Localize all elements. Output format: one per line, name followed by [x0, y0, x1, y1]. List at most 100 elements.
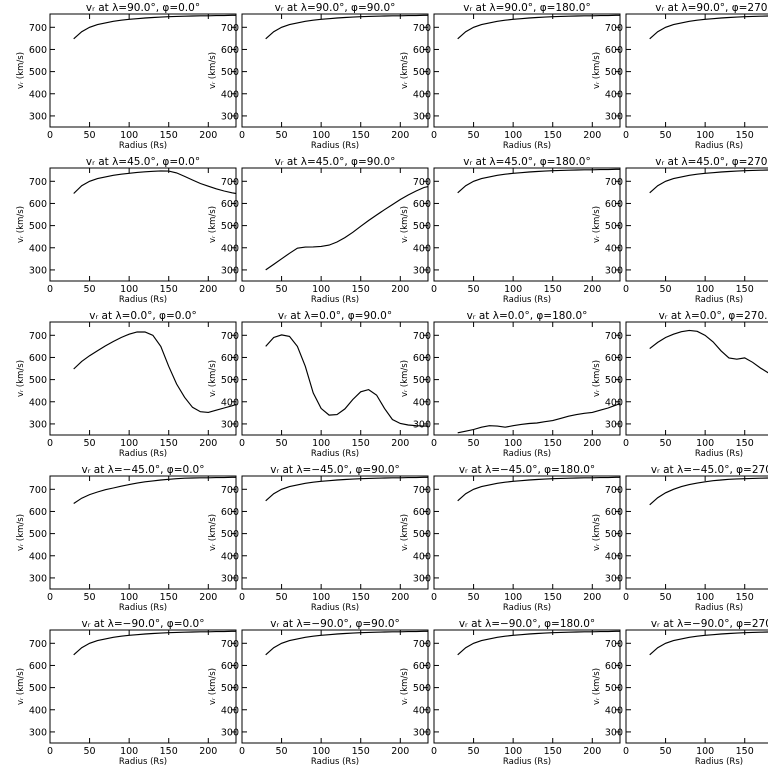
y-axis-label: vᵣ (km/s): [16, 514, 26, 551]
y-tick-label: 400: [605, 243, 623, 254]
y-tick-label: 700: [413, 485, 431, 496]
x-tick-label: 50: [84, 284, 96, 295]
plot-frame: [241, 13, 429, 128]
series-line: [265, 334, 428, 427]
y-tick-label: 700: [413, 639, 431, 650]
x-tick-label: 50: [84, 746, 96, 757]
x-tick-label: 0: [47, 130, 53, 141]
x-tick-label: 50: [468, 284, 480, 295]
y-tick-label: 300: [221, 111, 239, 122]
y-tick-label: 600: [221, 507, 239, 518]
plot-frame: [625, 629, 768, 744]
x-tick-label: 100: [504, 592, 522, 603]
panel-title: vᵣ at λ=−45.0°, φ=180.0°: [459, 464, 595, 476]
y-tick-label: 700: [221, 639, 239, 650]
y-tick-label: 300: [605, 111, 623, 122]
x-tick-label: 150: [160, 438, 178, 449]
panel-4-2: vᵣ at λ=−45.0°, φ=90.0° 0 50 100 150 200 300 40…: [208, 464, 429, 613]
y-tick-label: 600: [413, 45, 431, 56]
panel-title: vᵣ at λ=0.0°, φ=270.0°: [659, 310, 768, 322]
plot-frame: [49, 475, 237, 590]
series-line: [649, 329, 768, 374]
x-axis-label: Radius (Rs): [503, 141, 551, 151]
y-tick-label: 300: [29, 419, 47, 430]
y-tick-label: 600: [29, 353, 47, 364]
y-tick-label: 600: [413, 353, 431, 364]
series-line: [457, 476, 620, 502]
panel-title: vᵣ at λ=45.0°, φ=180.0°: [463, 156, 591, 168]
x-tick-label: 50: [660, 746, 672, 757]
series-line: [265, 630, 428, 656]
x-tick-label: 150: [736, 284, 754, 295]
panel-title: vᵣ at λ=0.0°, φ=90.0°: [278, 310, 392, 322]
y-tick-label: 500: [221, 529, 239, 540]
x-axis-label: Radius (Rs): [695, 295, 743, 305]
y-axis-label: vᵣ (km/s): [16, 206, 26, 243]
series-line: [265, 14, 428, 40]
x-tick-label: 50: [276, 130, 288, 141]
plot-frame: [433, 167, 621, 282]
y-tick-label: 400: [29, 243, 47, 254]
x-tick-label: 200: [583, 438, 601, 449]
panel-4-3: vᵣ at λ=−45.0°, φ=180.0° 0 50 100 150 200 300 4…: [400, 464, 621, 613]
panel-title: vᵣ at λ=−45.0°, φ=270.0°: [651, 464, 768, 476]
y-tick-label: 500: [605, 67, 623, 78]
series-line: [649, 169, 768, 194]
plot-frame: [625, 321, 768, 436]
x-tick-label: 50: [660, 592, 672, 603]
y-tick-label: 700: [29, 23, 47, 34]
x-tick-label: 150: [736, 438, 754, 449]
y-tick-label: 400: [221, 89, 239, 100]
y-tick-label: 500: [221, 375, 239, 386]
y-tick-label: 500: [605, 683, 623, 694]
panel-2-2: vᵣ at λ=45.0°, φ=90.0° 0 50 100 150 200 300 400…: [208, 156, 429, 305]
plot-frame: [433, 321, 621, 436]
y-axis-label: vᵣ (km/s): [208, 360, 218, 397]
panel-title: vᵣ at λ=90.0°, φ=0.0°: [86, 2, 200, 14]
x-axis-label: Radius (Rs): [503, 449, 551, 459]
y-tick-label: 400: [413, 705, 431, 716]
y-tick-label: 500: [413, 221, 431, 232]
x-axis-label: Radius (Rs): [695, 603, 743, 613]
x-tick-label: 100: [504, 746, 522, 757]
x-tick-label: 0: [431, 284, 437, 295]
y-tick-label: 700: [29, 485, 47, 496]
y-tick-label: 600: [605, 353, 623, 364]
y-tick-label: 600: [29, 507, 47, 518]
panel-4-1: vᵣ at λ=−45.0°, φ=0.0° 0 50 100 150 200 300 400…: [16, 464, 237, 613]
y-tick-label: 300: [221, 573, 239, 584]
y-tick-label: 500: [605, 375, 623, 386]
y-tick-label: 400: [413, 89, 431, 100]
panel-1-1: vᵣ at λ=90.0°, φ=0.0° 0 50 100 150 200 300 400 5…: [16, 2, 237, 151]
x-tick-label: 0: [47, 746, 53, 757]
x-tick-label: 150: [544, 284, 562, 295]
series-line: [73, 630, 236, 656]
x-tick-label: 100: [504, 284, 522, 295]
x-tick-label: 50: [660, 438, 672, 449]
x-tick-label: 0: [431, 438, 437, 449]
y-tick-label: 700: [605, 485, 623, 496]
plot-frame: [241, 629, 429, 744]
x-tick-label: 100: [696, 284, 714, 295]
panel-title: vᵣ at λ=0.0°, φ=0.0°: [89, 310, 196, 322]
x-tick-label: 150: [736, 746, 754, 757]
x-tick-label: 200: [199, 130, 217, 141]
panel-1-3: vᵣ at λ=90.0°, φ=180.0° 0 50 100 150 200 300 40…: [400, 2, 621, 151]
y-tick-label: 400: [221, 243, 239, 254]
x-axis-label: Radius (Rs): [503, 757, 551, 767]
x-tick-label: 100: [504, 130, 522, 141]
x-tick-label: 100: [696, 592, 714, 603]
y-tick-label: 700: [29, 639, 47, 650]
y-tick-label: 300: [29, 111, 47, 122]
y-tick-label: 400: [605, 705, 623, 716]
x-tick-label: 50: [468, 438, 480, 449]
y-tick-label: 300: [605, 265, 623, 276]
x-tick-label: 100: [120, 746, 138, 757]
x-tick-label: 150: [160, 592, 178, 603]
plot-frame: [241, 475, 429, 590]
x-tick-label: 150: [352, 130, 370, 141]
y-tick-label: 400: [605, 89, 623, 100]
panel-3-3: vᵣ at λ=0.0°, φ=180.0° 0 50 100 150 200 300 400…: [400, 310, 621, 459]
y-tick-label: 700: [221, 23, 239, 34]
